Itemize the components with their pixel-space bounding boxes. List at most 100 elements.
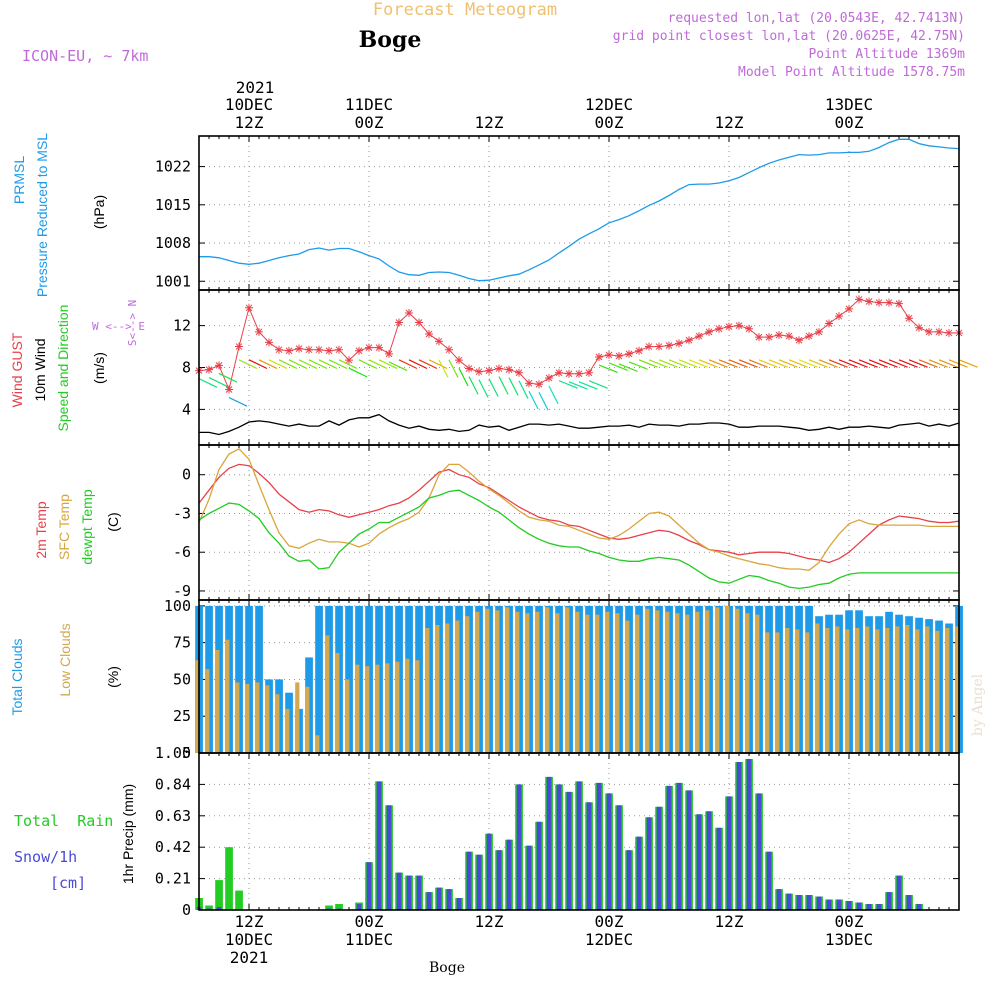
wind-speed-line	[199, 413, 960, 436]
low-clouds-bar	[625, 620, 630, 753]
low-clouds-bar	[285, 708, 290, 753]
snow-bar	[676, 782, 682, 910]
snow-bar	[716, 827, 722, 910]
low-clouds-bar	[785, 628, 790, 753]
snow-bar	[446, 889, 452, 910]
low-clouds-bar	[445, 623, 450, 753]
time-label-bottom: 13DEC	[825, 930, 873, 949]
gridpoint-coords: grid point closest lon,lat (20.0625E, 42…	[613, 29, 965, 44]
wind-arrow	[628, 361, 648, 370]
rain-bar	[335, 904, 343, 910]
low-clouds-bar	[295, 682, 300, 753]
compass-vertical: S<--> N	[126, 300, 139, 346]
gust-marker	[805, 332, 813, 341]
wind-arrow	[588, 380, 608, 389]
sfc-temp-label: SFC Temp	[56, 494, 72, 560]
low-clouds-bar	[915, 629, 920, 753]
snow-bar	[486, 833, 492, 910]
low-clouds-bar	[715, 607, 720, 753]
gust-marker	[415, 318, 423, 327]
precip-ylabel: 1hr Precip (mm)	[120, 784, 136, 884]
wind-arrow	[908, 359, 928, 368]
time-label-top: 11DEC	[345, 95, 393, 114]
wind-arrow	[608, 362, 628, 371]
y-tick-label: 12	[173, 317, 191, 335]
gust-marker	[915, 323, 923, 332]
panel-frame	[198, 135, 960, 291]
low-clouds-bar	[825, 628, 830, 753]
wind-arrow	[238, 359, 258, 370]
low-clouds-bar	[765, 632, 770, 753]
wind-arrow	[688, 359, 708, 368]
total-clouds-bar	[255, 605, 263, 753]
compass-horizontal: W <--> E	[92, 320, 145, 333]
wind-arrow	[468, 376, 479, 395]
gust-marker	[755, 333, 763, 342]
low-clouds-bar	[725, 605, 730, 753]
wind-gust-label: Wind GUST	[9, 332, 25, 407]
snow-bar	[416, 875, 422, 910]
low-clouds-bar	[225, 639, 230, 753]
top-title: Forecast Meteogram	[373, 0, 557, 20]
time-label-top: 00Z	[355, 113, 384, 132]
gust-marker	[845, 304, 853, 313]
y-tick-label: 25	[173, 707, 191, 725]
rain-bar	[225, 847, 233, 910]
gust-marker	[675, 339, 683, 348]
panel-frame	[198, 752, 960, 911]
snow-bar	[436, 887, 442, 910]
gust-marker	[905, 314, 913, 323]
gust-marker	[785, 332, 793, 341]
gust-marker	[235, 342, 243, 351]
low-clouds-bar	[585, 614, 590, 753]
time-label-bottom: 00Z	[835, 912, 864, 931]
gust-marker	[855, 295, 863, 304]
gust-marker	[345, 356, 353, 365]
low-clouds-bar	[755, 614, 760, 753]
low-clouds-bar	[315, 735, 320, 753]
y-tick-label: 8	[182, 359, 191, 377]
low-clouds-bar	[355, 664, 360, 753]
gust-marker	[485, 366, 493, 375]
snow-bar	[766, 851, 772, 910]
gust-marker	[615, 351, 623, 360]
wind-arrow	[868, 359, 888, 368]
wind-arrow	[488, 378, 499, 397]
wind-arrow	[768, 359, 788, 368]
low-clouds-bar	[385, 663, 390, 753]
wind-arrow	[298, 359, 318, 370]
low-clouds-bar	[195, 660, 200, 753]
low-clouds-bar	[395, 661, 400, 753]
gust-marker	[215, 361, 223, 370]
low-clouds-bar	[455, 620, 460, 753]
snow-bar	[876, 904, 882, 910]
snow-bar	[526, 845, 532, 910]
snow-bar	[376, 781, 382, 910]
gust-marker	[505, 365, 513, 374]
snow-bar	[536, 821, 542, 910]
snow-bar	[596, 782, 602, 910]
model-altitude: Model Point Altitude 1578.75m	[738, 65, 965, 80]
y-tick-label: 0.63	[155, 807, 191, 825]
wind-arrow	[638, 359, 658, 368]
wind-arrow	[218, 372, 238, 383]
snow-bar	[906, 895, 912, 910]
wind-arrow	[938, 359, 958, 368]
snow-bar	[826, 899, 832, 910]
low-clouds-bar	[215, 650, 220, 753]
snow-bar	[706, 811, 712, 910]
location-title: Boge	[359, 27, 422, 53]
wind-arrow	[818, 359, 838, 368]
wind-arrow	[408, 359, 428, 370]
snow-bar	[556, 784, 562, 910]
wind-arrow	[278, 359, 298, 370]
dewpt-label: dewpt Temp	[79, 489, 95, 564]
gust-marker	[925, 327, 933, 336]
snow-bar	[506, 839, 512, 910]
low-clouds-bar	[615, 613, 620, 753]
gust-marker	[545, 373, 553, 382]
low-clouds-bar	[205, 669, 210, 753]
y-tick-label: 75	[173, 634, 191, 652]
low-clouds-bar	[435, 625, 440, 753]
snow-bar	[566, 791, 572, 910]
